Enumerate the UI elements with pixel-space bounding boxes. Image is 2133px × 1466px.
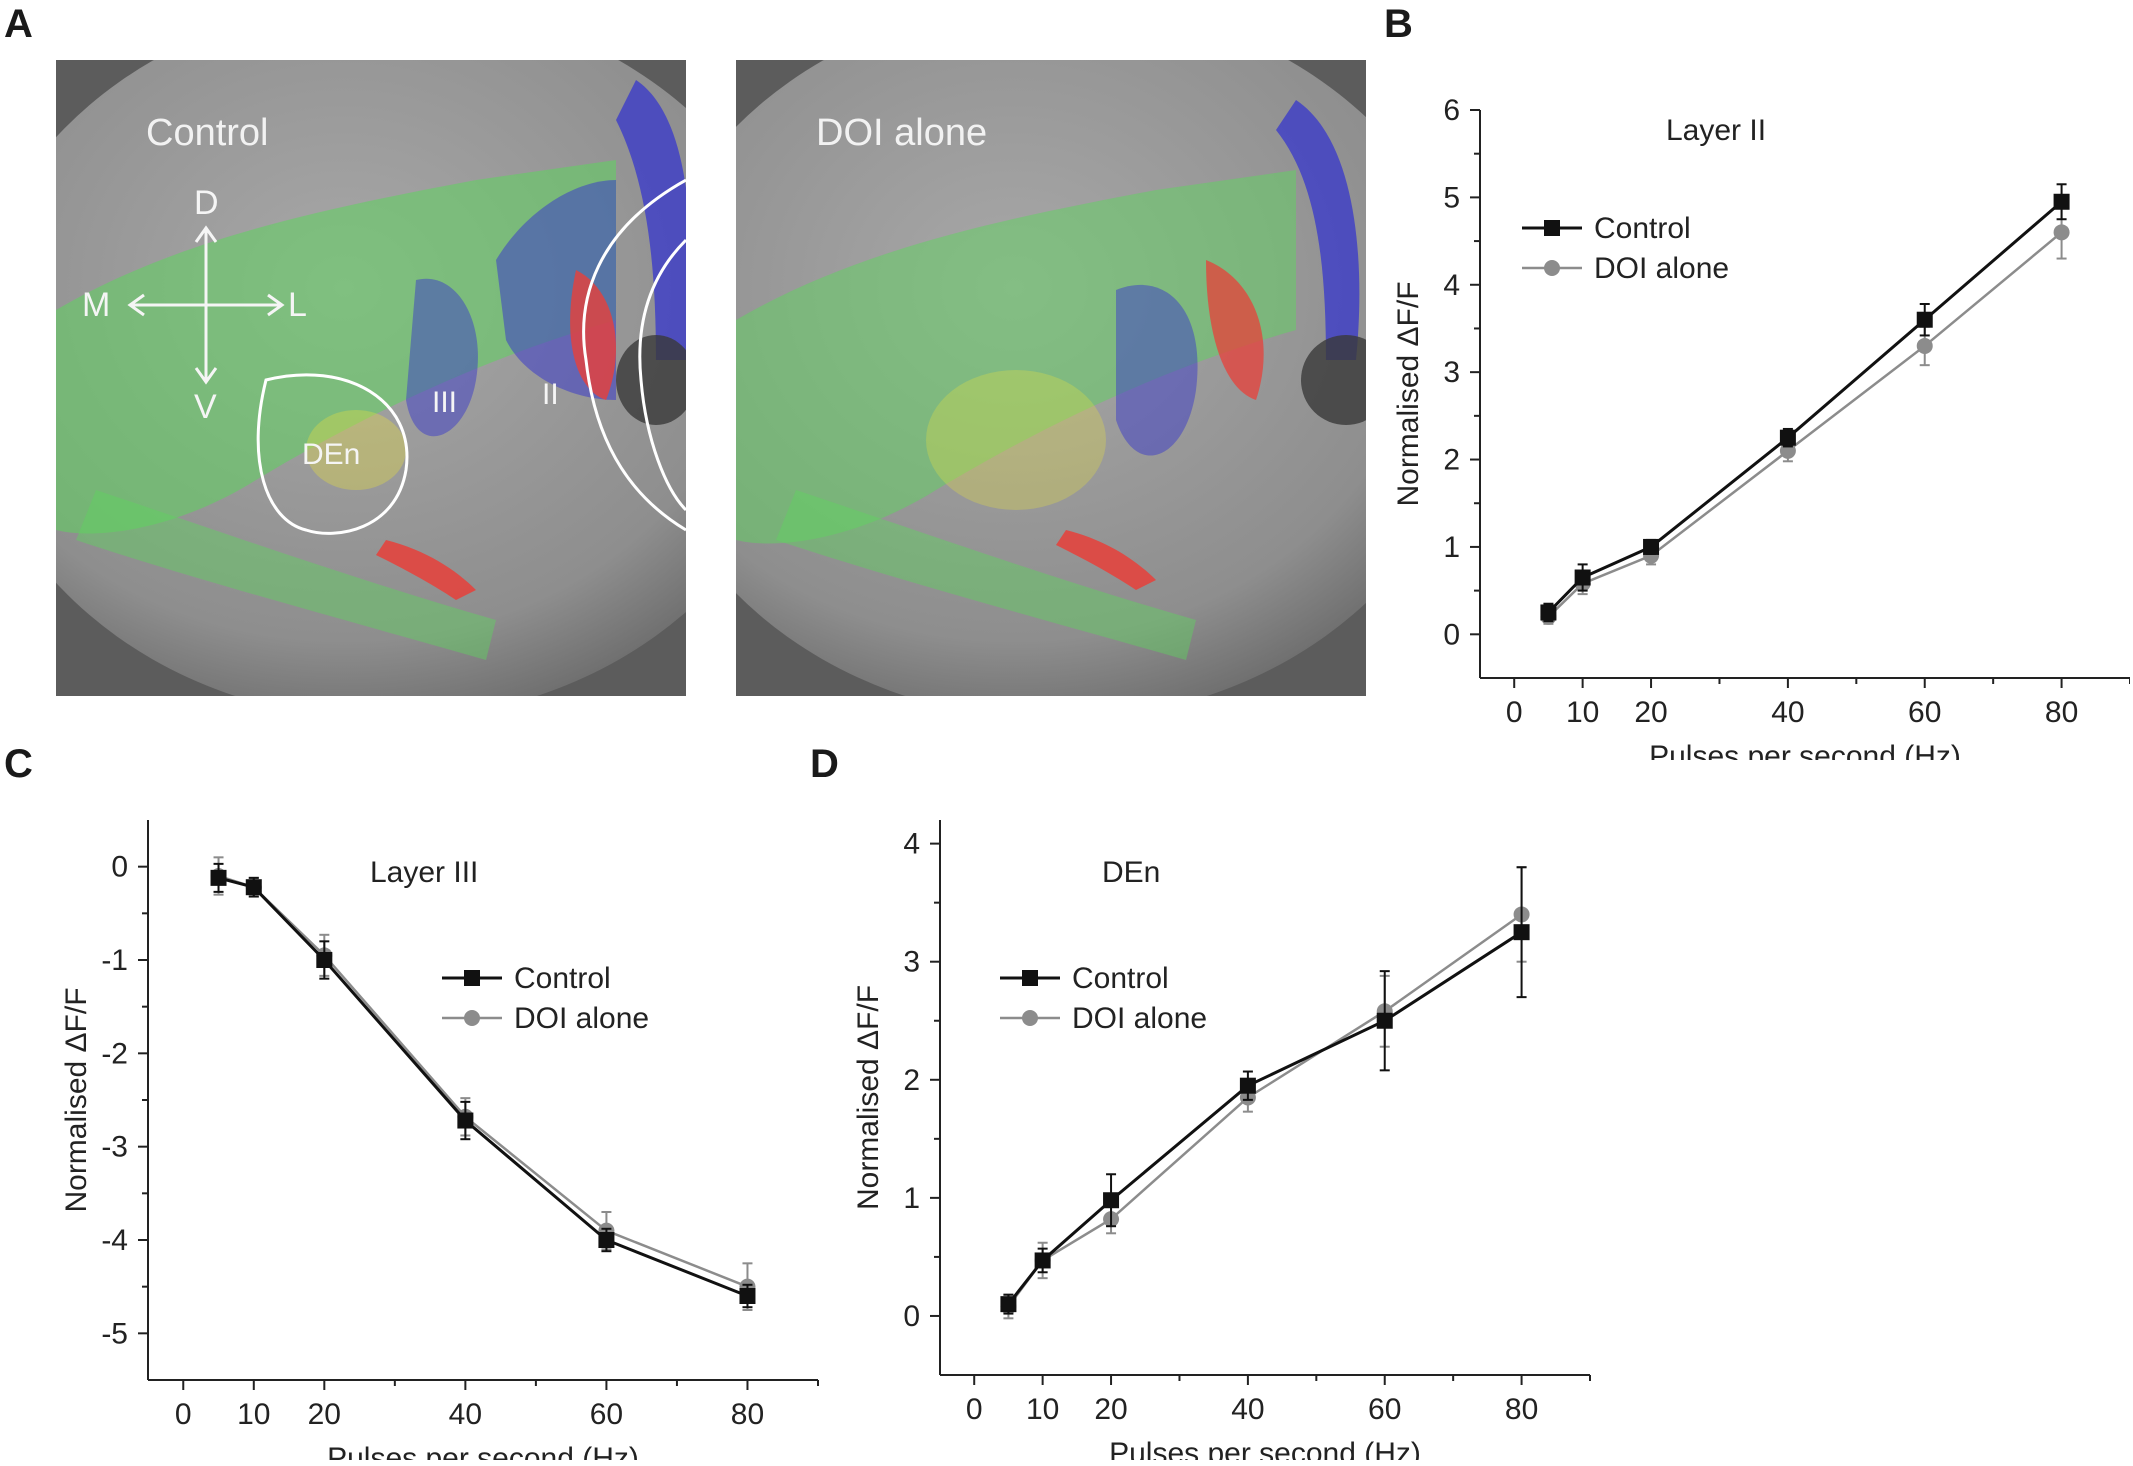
data-point-control (1540, 604, 1557, 621)
legend-label: Control (1594, 212, 1691, 245)
legend-marker-doi (464, 1010, 480, 1026)
x-tick-label: 10 (1566, 696, 1599, 729)
y-tick-label: 6 (1443, 94, 1460, 127)
legend-label: DOI alone (1072, 1002, 1207, 1035)
data-point-control (1574, 569, 1591, 586)
y-tick-label: -3 (101, 1131, 128, 1164)
legend-label: DOI alone (1594, 252, 1729, 285)
panel-label-c: C (4, 742, 33, 786)
x-axis-label: Pulses per second (Hz) (1109, 1437, 1421, 1460)
chart-title: Layer III (370, 856, 478, 889)
legend-label: Control (514, 962, 611, 995)
compass-dorsal: D (194, 184, 219, 222)
y-tick-label: 2 (1443, 444, 1460, 477)
data-point-control (1513, 924, 1530, 941)
legend-marker-doi (1022, 1010, 1038, 1026)
compass-medial: M (82, 286, 111, 324)
x-axis-label: Pulses per second (Hz) (327, 1442, 639, 1460)
data-point-control (245, 879, 262, 896)
y-tick-label: 3 (1443, 356, 1460, 389)
x-tick-label: 0 (1506, 696, 1523, 729)
data-point-control (1000, 1296, 1017, 1313)
y-tick-label: -4 (101, 1224, 128, 1257)
compass-ventral: V (194, 388, 217, 426)
x-tick-label: 0 (175, 1398, 192, 1431)
legend-marker-control (1544, 220, 1560, 236)
data-point-control (316, 952, 333, 968)
legend-marker-doi (1544, 260, 1560, 276)
y-axis-label: Normalised ΔF/F (1392, 281, 1425, 506)
x-tick-label: 20 (1094, 1393, 1127, 1426)
x-tick-label: 80 (731, 1398, 764, 1431)
data-point-control (2053, 193, 2070, 210)
legend-label: DOI alone (514, 1002, 649, 1035)
x-tick-label: 10 (237, 1398, 270, 1431)
panel-label-b: B (1384, 2, 1413, 46)
control-image-label: Control (146, 112, 269, 154)
y-tick-label: -2 (101, 1037, 128, 1070)
data-point-doi (1916, 337, 1933, 354)
region-den-label: DEn (302, 438, 361, 471)
chart-title: Layer II (1666, 114, 1766, 147)
series-line (218, 876, 749, 1298)
x-tick-label: 20 (1634, 696, 1667, 729)
y-tick-label: 4 (903, 828, 920, 861)
data-point-control (1779, 429, 1796, 446)
legend-marker-control (464, 970, 480, 986)
data-point-control (1239, 1077, 1256, 1094)
y-tick-label: 1 (903, 1182, 920, 1215)
x-tick-label: 60 (590, 1398, 623, 1431)
x-tick-label: 60 (1368, 1393, 1401, 1426)
chart-title: DEn (1102, 856, 1160, 889)
doi-image-panel: DOI alone (736, 60, 1366, 696)
y-tick-label: 0 (111, 851, 128, 884)
x-tick-label: 0 (966, 1393, 983, 1426)
x-tick-label: 80 (1505, 1393, 1538, 1426)
y-tick-label: 3 (903, 946, 920, 979)
y-tick-label: -1 (101, 944, 128, 977)
y-axis-label: Normalised ΔF/F (60, 987, 93, 1212)
x-tick-label: 20 (308, 1398, 341, 1431)
x-tick-label: 80 (2045, 696, 2078, 729)
data-point-control (598, 1232, 615, 1248)
y-tick-label: 5 (1443, 181, 1460, 214)
data-point-control (1916, 311, 1933, 328)
y-tick-label: 0 (903, 1300, 920, 1333)
doi-image-label: DOI alone (816, 112, 988, 154)
data-point-control (1376, 1012, 1393, 1029)
data-point-control (1643, 538, 1660, 555)
control-image-panel: Control D V M L DEn III II (56, 60, 686, 696)
panel-label-a: A (4, 2, 33, 46)
data-point-doi (2053, 224, 2070, 241)
data-point-control (457, 1112, 474, 1129)
chart-den: 0 10 20 40 60 80 0 1 2 3 4 Pulses per second (Hz) No… (852, 820, 1591, 1460)
compass-lateral: L (288, 286, 307, 324)
region-layer3-label: III (432, 386, 458, 419)
y-tick-label: 2 (903, 1064, 920, 1097)
control-image-graphic (56, 60, 686, 696)
data-point-control (739, 1288, 756, 1304)
data-point-control (210, 869, 227, 886)
data-point-control (1103, 1192, 1120, 1209)
y-tick-label: 1 (1443, 531, 1460, 564)
legend-label: Control (1072, 962, 1169, 995)
y-tick-label: 4 (1443, 269, 1460, 302)
chart-layer-ii: 0 10 20 40 60 80 0 1 2 3 4 5 6 Pulses per second (Hz)… (1392, 94, 2130, 760)
legend-marker-control (1022, 970, 1038, 986)
chart-layer-iii: 0 10 20 40 60 80 0 -1 -2 -3 -4 -5 Pulses per second … (60, 820, 819, 1460)
data-point-control (1034, 1252, 1051, 1269)
region-layer2-label: II (542, 378, 559, 411)
x-tick-label: 40 (449, 1398, 482, 1431)
y-tick-label: 0 (1443, 618, 1460, 651)
doi-image-graphic (736, 60, 1366, 696)
x-tick-label: 40 (1771, 696, 1804, 729)
y-axis-label: Normalised ΔF/F (852, 985, 885, 1210)
x-axis-label: Pulses per second (Hz) (1649, 740, 1961, 760)
x-tick-label: 60 (1908, 696, 1941, 729)
y-tick-label: -5 (101, 1317, 128, 1350)
series-line (218, 874, 748, 1288)
x-tick-label: 40 (1231, 1393, 1264, 1426)
x-tick-label: 10 (1026, 1393, 1059, 1426)
panel-label-d: D (810, 742, 839, 786)
